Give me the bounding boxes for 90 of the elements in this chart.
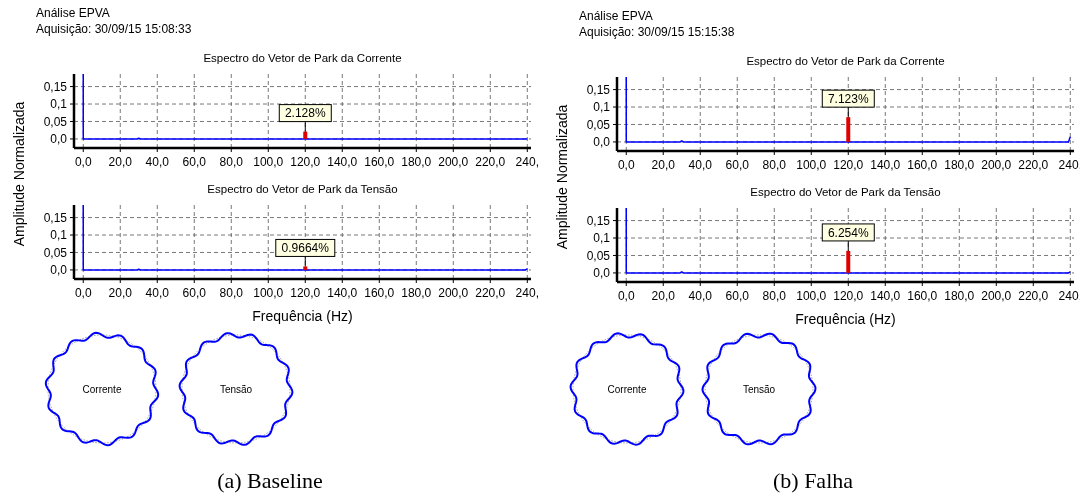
x-tick-label: 160,0 — [907, 289, 938, 303]
x-tick-label: 20,0 — [651, 289, 676, 303]
annotation: 2.128% — [284, 106, 326, 121]
x-tick-label: 20,0 — [651, 158, 676, 172]
x-tick-label: 100,0 — [253, 155, 284, 169]
text: Corrente — [607, 383, 647, 395]
x-axis-title: Frequência (Hz) — [252, 308, 353, 324]
x-tick-label: 120,0 — [833, 158, 864, 172]
x-tick-label: 100,0 — [253, 286, 284, 300]
x-tick-label: 180,0 — [401, 286, 432, 300]
x-axis-title: Frequência (Hz) — [795, 311, 896, 327]
y-tick-label: 0,0 — [593, 266, 611, 281]
y-tick-label: 0,15 — [43, 210, 68, 225]
y-tick-label: 0,05 — [586, 117, 611, 132]
text: Corrente — [82, 383, 122, 395]
y-tick-label: 0,0 — [50, 263, 68, 278]
text: Aquisição: 30/09/15 15:15:38 — [579, 25, 735, 39]
x-tick-label: 220,0 — [475, 155, 506, 169]
x-tick-label: 160,0 — [364, 155, 395, 169]
x-tick-label: 220,0 — [1018, 289, 1049, 303]
x-tick-label: 240, — [515, 155, 539, 169]
y-tick-label: 0,0 — [593, 135, 611, 150]
x-tick-label: 60,0 — [182, 155, 207, 169]
line-series — [625, 76, 1072, 143]
y-tick-label: 0,0 — [50, 132, 68, 147]
y-tick-label: 0,1 — [593, 231, 611, 246]
text: (a) Baseline — [217, 468, 323, 493]
x-tick-label: 200,0 — [438, 286, 469, 300]
x-tick-label: 120,0 — [290, 155, 321, 169]
x-tick-label: 40,0 — [145, 286, 170, 300]
y-tick-label: 0,15 — [586, 213, 611, 228]
annotation: 7.123% — [827, 91, 869, 106]
x-tick-label: 80,0 — [762, 158, 787, 172]
x-tick-label: 200,0 — [438, 155, 469, 169]
y-tick-label: 0,05 — [43, 114, 68, 129]
y-tick-label: 0,1 — [593, 100, 611, 115]
x-tick-label: 120,0 — [833, 289, 864, 303]
x-tick-label: 80,0 — [219, 286, 244, 300]
x-tick-label: 140,0 — [327, 286, 358, 300]
annotation: 6.254% — [827, 225, 869, 240]
x-tick-label: 0,0 — [74, 286, 92, 300]
x-tick-label: 60,0 — [182, 286, 207, 300]
x-tick-label: 100,0 — [796, 289, 827, 303]
x-tick-label: 160,0 — [907, 158, 938, 172]
x-tick-label: 40,0 — [688, 289, 713, 303]
y-tick-label: 0,05 — [43, 245, 68, 260]
y-tick-label: 0,15 — [43, 79, 68, 94]
x-tick-label: 20,0 — [108, 286, 133, 300]
x-tick-label: 80,0 — [219, 155, 244, 169]
annotation: 0.9664% — [281, 241, 330, 256]
line-series — [82, 204, 529, 271]
x-tick-label: 40,0 — [688, 158, 713, 172]
x-tick-label: 0,0 — [74, 155, 92, 169]
x-tick-label: 40,0 — [145, 155, 170, 169]
y-axis-title: Amplitude Normalizada — [11, 101, 27, 247]
x-tick-label: 180,0 — [401, 155, 432, 169]
text: (b) Falha — [772, 468, 854, 493]
y-tick-label: 0,05 — [586, 248, 611, 263]
y-tick-label: 0,1 — [50, 228, 68, 243]
text: Análise EPVA — [579, 9, 653, 23]
x-tick-label: 200,0 — [981, 289, 1012, 303]
text: Tensão — [219, 383, 253, 395]
x-tick-label: 100,0 — [796, 158, 827, 172]
x-tick-label: 0,0 — [617, 158, 635, 172]
chart-title: Espectro do Vetor de Park da Tensão — [207, 183, 398, 195]
x-tick-label: 160,0 — [364, 286, 395, 300]
x-tick-label: 140,0 — [870, 289, 901, 303]
x-tick-label: 60,0 — [725, 158, 750, 172]
x-tick-label: 180,0 — [944, 289, 975, 303]
text: Tensão — [742, 383, 776, 395]
x-tick-label: 80,0 — [762, 289, 787, 303]
x-tick-label: 60,0 — [725, 289, 750, 303]
x-tick-label: 20,0 — [108, 155, 133, 169]
chart-title: Espectro do Vetor de Park da Tensão — [750, 186, 941, 198]
y-axis-title: Amplitude Normalizada — [554, 104, 570, 250]
x-tick-label: 180,0 — [944, 158, 975, 172]
y-tick-label: 0,15 — [586, 82, 611, 97]
x-tick-label: 0,0 — [617, 289, 635, 303]
chart-title: Espectro do Vetor de Park da Corrente — [203, 52, 402, 64]
x-tick-label: 140,0 — [870, 158, 901, 172]
text: Aquisição: 30/09/15 15:08:33 — [36, 22, 192, 36]
x-tick-label: 200,0 — [981, 158, 1012, 172]
y-tick-label: 0,1 — [50, 97, 68, 112]
x-tick-label: 120,0 — [290, 286, 321, 300]
text: Análise EPVA — [36, 6, 110, 20]
chart-title: Espectro do Vetor de Park da Corrente — [746, 55, 945, 67]
x-tick-label: 240, — [515, 286, 539, 300]
x-tick-label: 220,0 — [475, 286, 506, 300]
x-tick-label: 220,0 — [1018, 158, 1049, 172]
x-tick-label: 140,0 — [327, 155, 358, 169]
